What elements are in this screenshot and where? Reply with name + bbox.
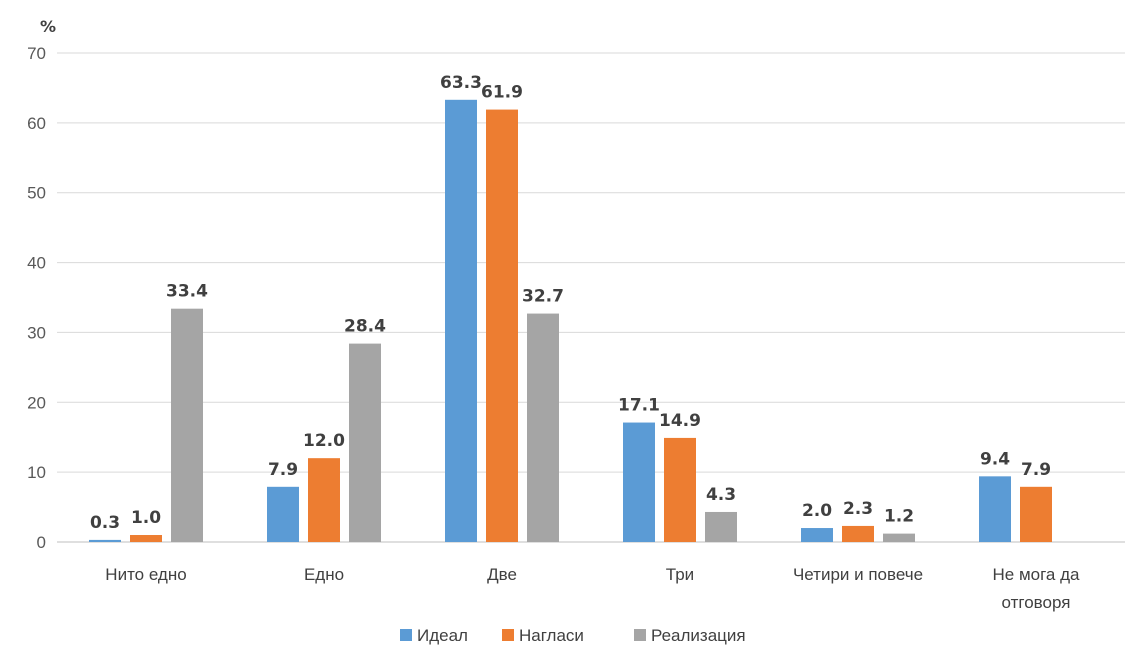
y-tick-label: 60 (27, 114, 46, 133)
bar-2-2 (308, 458, 340, 542)
bar-3-1 (171, 308, 203, 542)
x-category-label: Нито едно (105, 565, 186, 584)
data-label: 14.9 (659, 411, 701, 431)
legend: Идеал Нагласи Реализация (400, 626, 746, 645)
data-label: 7.9 (1021, 460, 1051, 480)
y-tick-label: 70 (27, 44, 46, 63)
bar-3-5 (883, 533, 915, 542)
data-label: 2.0 (802, 501, 832, 521)
bar-1-2 (267, 486, 299, 542)
data-label: 1.0 (131, 508, 161, 528)
y-tick-label: 50 (27, 184, 46, 203)
x-category-label: Две (487, 565, 517, 584)
legend-label: Идеал (417, 626, 468, 645)
legend-swatch (400, 629, 412, 641)
bar-3-3 (527, 313, 559, 542)
data-label: 17.1 (618, 396, 660, 416)
data-label: 7.9 (268, 460, 298, 480)
data-label: 61.9 (481, 83, 523, 103)
bar-1-1 (89, 539, 121, 542)
data-label: 12.0 (303, 431, 345, 451)
bar-2-1 (130, 535, 162, 542)
y-axis-unit-label: % (40, 17, 56, 36)
legend-label: Нагласи (519, 626, 584, 645)
y-tick-label: 10 (27, 463, 46, 482)
legend-swatch (634, 629, 646, 641)
data-label: 28.4 (344, 317, 386, 337)
bar-3-4 (705, 511, 737, 542)
bar-3-2 (349, 343, 381, 542)
bar-2-5 (842, 525, 874, 542)
bar-1-6 (979, 476, 1011, 542)
y-tick-label: 0 (37, 533, 46, 552)
y-tick-label: 40 (27, 254, 46, 273)
bar-1-3 (445, 99, 477, 542)
x-category-label: Не мога да отговоря (993, 565, 1081, 612)
bar-2-4 (664, 437, 696, 542)
bar-2-6 (1020, 486, 1052, 542)
legend-swatch (502, 629, 514, 641)
data-label: 4.3 (706, 485, 736, 505)
y-tick-label: 30 (27, 323, 46, 342)
bar-1-4 (623, 422, 655, 542)
x-category-label: Четири и повече (793, 565, 923, 584)
data-label: 0.3 (90, 513, 120, 533)
bar-2-3 (486, 109, 518, 542)
gridlines (57, 52, 1125, 543)
x-category-label: Едно (304, 565, 344, 584)
bar-1-5 (801, 528, 833, 542)
data-label: 1.2 (884, 507, 914, 527)
y-tick-label: 20 (27, 393, 46, 412)
y-axis-ticks: 0 10 20 30 40 50 60 70 (27, 44, 46, 552)
bars (89, 99, 1052, 542)
data-label: 9.4 (980, 449, 1010, 469)
data-label: 2.3 (843, 499, 873, 519)
data-labels: 0.3 1.033.47.912.028.463.3 61.932.717.114.… (90, 73, 1051, 533)
data-label: 63.3 (440, 73, 482, 93)
x-category-label: Три (666, 565, 694, 584)
data-label: 33.4 (166, 282, 208, 302)
data-label: 32.7 (522, 287, 564, 307)
x-axis-categories: Нито едно Едно Две Три Четири и повече Не мог… (105, 565, 1080, 612)
legend-label: Реализация (651, 626, 746, 645)
